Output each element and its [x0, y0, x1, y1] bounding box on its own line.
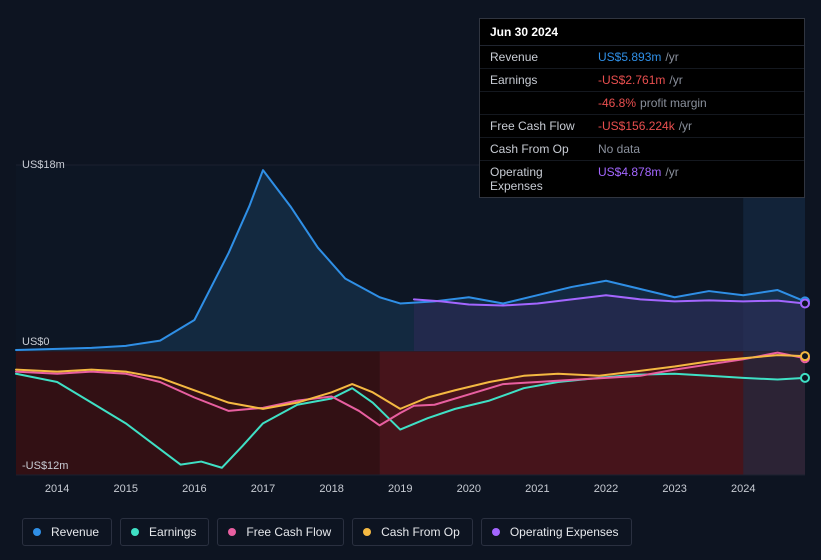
legend-label: Revenue [51, 525, 99, 539]
legend-label: Earnings [149, 525, 196, 539]
legend-item[interactable]: Revenue [22, 518, 112, 546]
tooltip-row: Operating ExpensesUS$4.878m/yr [480, 161, 804, 197]
tooltip-row-label: Operating Expenses [490, 165, 598, 193]
tooltip-panel: Jun 30 2024 RevenueUS$5.893m/yrEarnings-… [479, 18, 805, 198]
tooltip-row-value: -US$2.761m/yr [598, 73, 794, 87]
x-axis-year: 2022 [594, 483, 618, 495]
tooltip-row-label: Revenue [490, 50, 598, 64]
x-axis-year: 2017 [251, 483, 275, 495]
tooltip-row-value: No data [598, 142, 794, 156]
x-axis-year: 2019 [388, 483, 412, 495]
legend-item[interactable]: Cash From Op [352, 518, 473, 546]
y-axis-max-label: US$18m [22, 159, 65, 171]
y-axis-min-label: -US$12m [22, 460, 68, 472]
x-axis-year: 2014 [45, 483, 69, 495]
x-axis-year: 2018 [319, 483, 343, 495]
legend-label: Free Cash Flow [246, 525, 331, 539]
legend: Revenue Earnings Free Cash Flow Cash From O… [22, 518, 632, 546]
x-axis-labels: 2014 2015 2016 2017 2018 2019 2020 2021 2022 2023… [0, 483, 821, 499]
tooltip-row: Earnings-US$2.761m/yr [480, 69, 804, 92]
tooltip-row: Free Cash Flow-US$156.224k/yr [480, 115, 804, 138]
legend-dot [33, 528, 41, 536]
x-axis-year: 2023 [662, 483, 686, 495]
financial-chart: Jun 30 2024 RevenueUS$5.893m/yrEarnings-… [0, 0, 821, 560]
legend-dot [363, 528, 371, 536]
legend-item[interactable]: Operating Expenses [481, 518, 632, 546]
legend-label: Cash From Op [381, 525, 460, 539]
legend-item[interactable]: Free Cash Flow [217, 518, 344, 546]
x-axis-year: 2021 [525, 483, 549, 495]
tooltip-row: Cash From OpNo data [480, 138, 804, 161]
tooltip-row: -46.8%profit margin [480, 92, 804, 115]
tooltip-row-value: -46.8%profit margin [598, 96, 794, 110]
y-axis-zero-label: US$0 [22, 336, 50, 348]
tooltip-row-label: Cash From Op [490, 142, 598, 156]
tooltip-row-label: Free Cash Flow [490, 119, 598, 133]
tooltip-row-value: -US$156.224k/yr [598, 119, 794, 133]
tooltip-row-value: US$5.893m/yr [598, 50, 794, 64]
x-axis-year: 2016 [182, 483, 206, 495]
x-axis-year: 2020 [457, 483, 481, 495]
tooltip-row-label [490, 96, 598, 110]
legend-label: Operating Expenses [510, 525, 619, 539]
tooltip-date: Jun 30 2024 [480, 19, 804, 46]
x-axis-year: 2015 [114, 483, 138, 495]
tooltip-row-value: US$4.878m/yr [598, 165, 794, 193]
tooltip-row: RevenueUS$5.893m/yr [480, 46, 804, 69]
legend-dot [492, 528, 500, 536]
legend-item[interactable]: Earnings [120, 518, 209, 546]
legend-dot [228, 528, 236, 536]
x-axis-year: 2024 [731, 483, 755, 495]
tooltip-row-label: Earnings [490, 73, 598, 87]
legend-dot [131, 528, 139, 536]
